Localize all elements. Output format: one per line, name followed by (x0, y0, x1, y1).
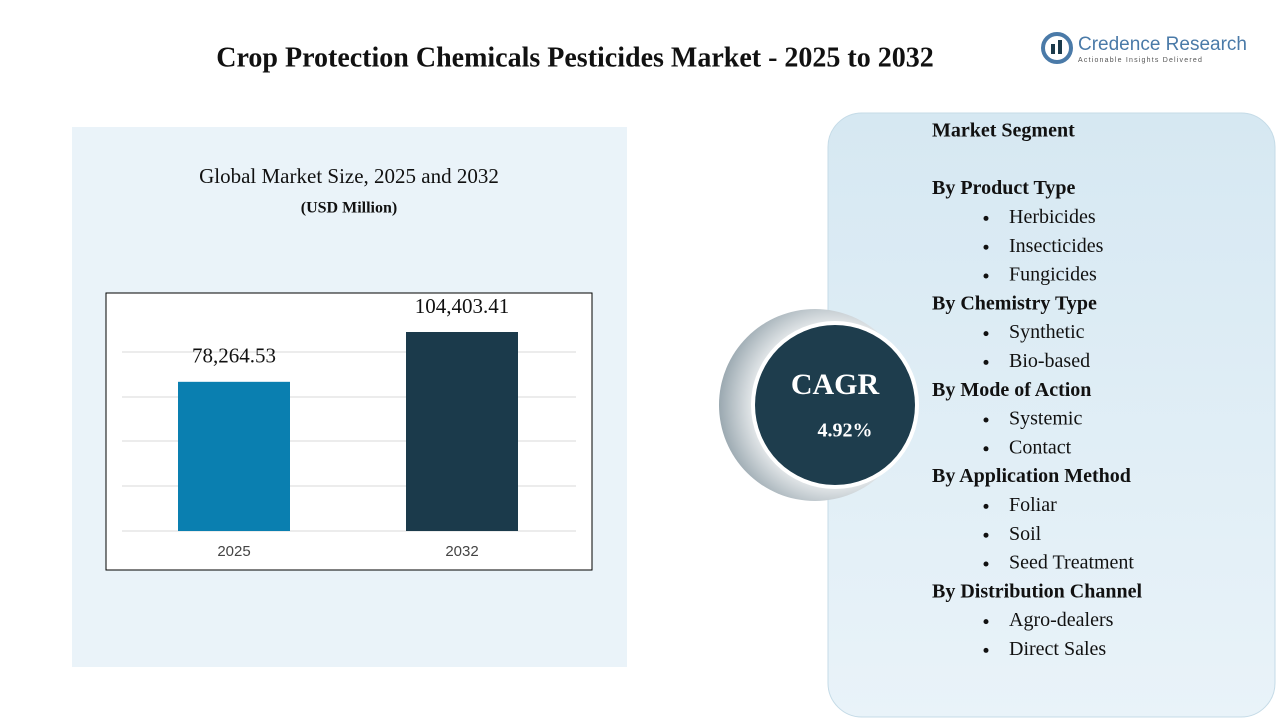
segment-title: Market Segment (932, 120, 1075, 142)
bullet (983, 359, 989, 365)
segment-item: Direct Sales (1009, 638, 1106, 660)
logo-icon (1041, 32, 1073, 64)
segment-item: Seed Treatment (1009, 552, 1134, 574)
bullet (983, 273, 989, 279)
segment-group: By Distribution Channel (932, 580, 1142, 602)
cagr-circle (755, 325, 915, 485)
bullet (983, 503, 989, 509)
bullet (983, 244, 989, 250)
bullet (983, 215, 989, 221)
segment-item: Herbicides (1009, 206, 1096, 228)
chart-title: Global Market Size, 2025 and 2032 (199, 164, 499, 188)
segment-group: By Mode of Action (932, 379, 1091, 401)
segment-group: By Product Type (932, 177, 1075, 199)
bullet (983, 532, 989, 538)
cagr-label: CAGR (791, 368, 880, 401)
segment-item: Synthetic (1009, 321, 1085, 343)
segment-item: Bio-based (1009, 350, 1090, 372)
page-title: Crop Protection Chemicals Pesticides Mar… (216, 42, 934, 73)
bullet (983, 446, 989, 452)
segment-item: Agro-dealers (1009, 609, 1114, 631)
bar (406, 332, 518, 531)
chart-subtitle: (USD Million) (301, 200, 397, 217)
value-label: 78,264.53 (192, 344, 276, 368)
bullet (983, 561, 989, 567)
segment-item: Foliar (1009, 494, 1057, 516)
segment-group: By Chemistry Type (932, 292, 1097, 314)
segment-group: By Application Method (932, 465, 1131, 487)
x-tick-label: 2032 (445, 543, 478, 560)
logo-tagline: Actionable Insights Delivered (1078, 57, 1203, 64)
bars: 78,264.53 2025 104,403.41 2032 (178, 294, 518, 560)
bullet (983, 647, 989, 653)
segment-item: Fungicides (1009, 264, 1097, 286)
segment-item: Contact (1009, 436, 1072, 458)
segment-item: Systemic (1009, 408, 1082, 430)
bullet (983, 417, 989, 423)
logo-icon-bar (1051, 44, 1055, 54)
bullet (983, 619, 989, 625)
logo-icon-bar (1058, 40, 1062, 54)
value-label: 104,403.41 (415, 294, 510, 318)
bullet (983, 331, 989, 337)
segment-list: Market Segment By Product Type Herbicides I… (932, 120, 1142, 660)
logo: Credence Research Actionable Insights De… (1041, 32, 1247, 64)
segment-item: Soil (1009, 523, 1042, 545)
bar (178, 381, 290, 531)
logo-name: Credence Research (1078, 34, 1247, 55)
cagr-value: 4.92% (818, 420, 873, 442)
x-tick-label: 2025 (217, 543, 250, 560)
segment-item: Insecticides (1009, 235, 1104, 257)
